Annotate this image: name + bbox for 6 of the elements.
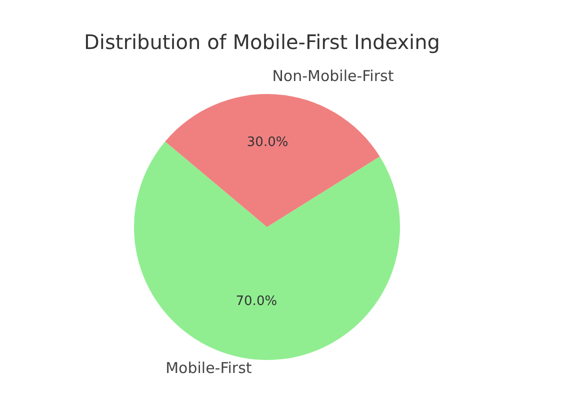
chart-title: Distribution of Mobile-First Indexing xyxy=(84,30,440,54)
data-label: 70.0% xyxy=(236,294,278,310)
pie-slice xyxy=(165,94,380,227)
data-label: 30.0% xyxy=(246,134,288,150)
slice-label: Non-Mobile-First xyxy=(272,67,394,86)
slice-label: Mobile-First xyxy=(166,358,252,377)
